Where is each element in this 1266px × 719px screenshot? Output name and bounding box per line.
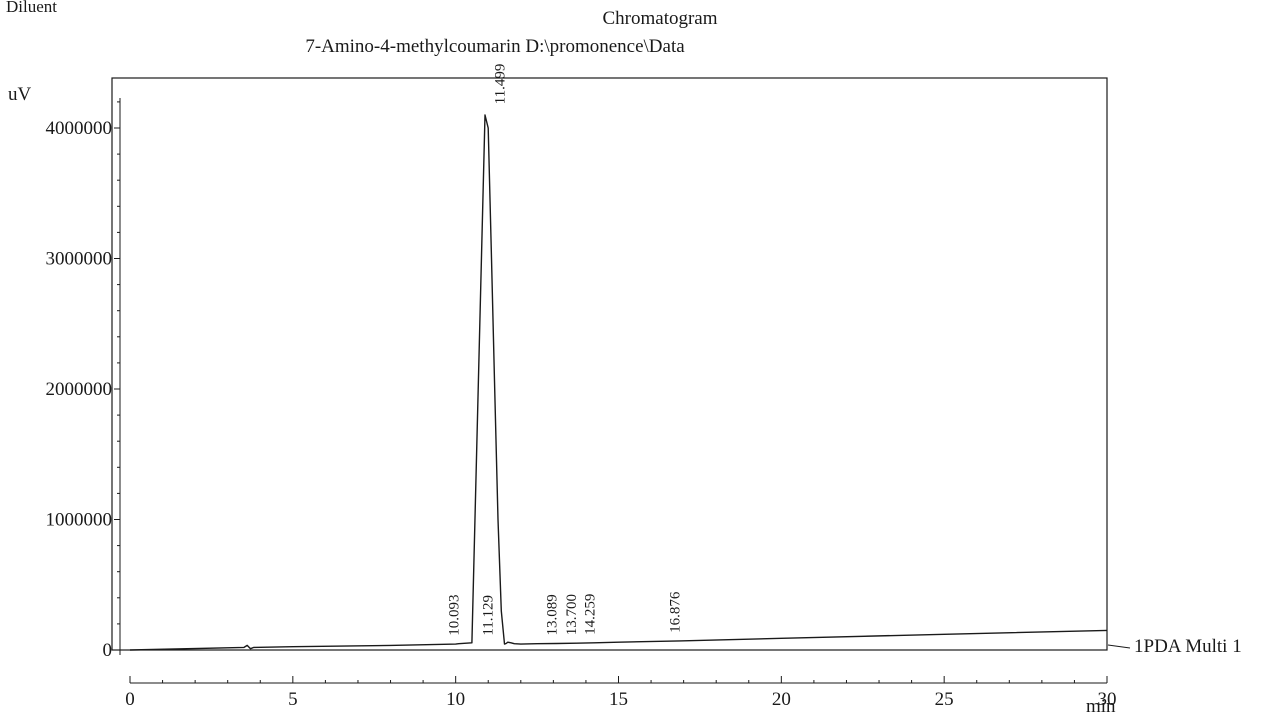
x-tick-label: 5 (288, 689, 298, 710)
legend: 1PDA Multi 1 (1107, 636, 1242, 657)
peak-label: 10.093 (447, 594, 463, 635)
plot-frame (111, 77, 1108, 651)
y-axis: 0 1000000 2000000 3000000 4000000 (46, 98, 121, 661)
series-line (129, 114, 1108, 651)
header-fragment: Diluent (6, 0, 57, 16)
chart-title: Chromatogram (602, 8, 717, 29)
peak-labels: 10.093 11.499 11.129 13.089 13.700 14.259 16.8… (447, 64, 684, 636)
y-tick-label: 0 (103, 640, 113, 661)
x-tick-label: 0 (125, 689, 135, 710)
y-tick-label: 3000000 (46, 249, 113, 270)
x-tick-label: 30 (1098, 689, 1117, 710)
legend-leader-line (1107, 644, 1131, 649)
y-axis-label: uV (8, 84, 32, 105)
peak-label: 13.089 (544, 594, 560, 635)
peak-label: 16.876 (668, 591, 684, 633)
legend-series-name: 1PDA Multi 1 (1134, 636, 1242, 657)
y-tick-label: 4000000 (46, 118, 113, 139)
y-tick-label: 2000000 (46, 379, 113, 400)
x-axis: 0 5 10 15 20 25 30 (125, 676, 1117, 710)
peak-label: 11.499 (493, 64, 509, 105)
x-tick-label: 10 (446, 689, 465, 710)
y-tick-label: 1000000 (46, 510, 113, 531)
chart-subtitle: 7-Amino-4-methylcoumarin D:\promonence\D… (305, 36, 685, 57)
x-tick-label: 25 (935, 689, 954, 710)
series-layer (129, 114, 1108, 651)
peak-label: 14.259 (582, 594, 598, 635)
peak-label: 13.700 (564, 594, 580, 635)
x-tick-label: 15 (609, 689, 628, 710)
x-axis-label: min (1086, 696, 1116, 717)
x-tick-label: 20 (772, 689, 791, 710)
peak-label: 11.129 (480, 595, 496, 636)
